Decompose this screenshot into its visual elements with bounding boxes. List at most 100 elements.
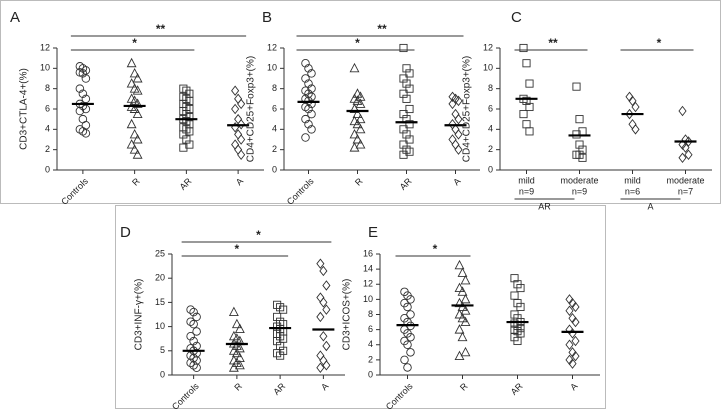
- point: [182, 125, 191, 134]
- y-tick-label: 2: [45, 144, 50, 154]
- point: [182, 135, 191, 144]
- point: [234, 113, 243, 125]
- x-tick-label: Controls: [59, 176, 90, 207]
- significance-label: **: [156, 22, 166, 36]
- point: [575, 115, 584, 124]
- y-tick-label: 8: [368, 309, 373, 319]
- point: [571, 350, 580, 362]
- y-tick-label: 2: [272, 144, 277, 154]
- group-label: A: [647, 201, 653, 211]
- point: [279, 346, 288, 355]
- x-tick-label: AR: [398, 176, 414, 192]
- x-tick-label: Controls: [384, 381, 415, 409]
- point: [355, 98, 366, 108]
- point: [402, 145, 411, 154]
- point: [307, 125, 316, 134]
- y-tick-label: 0: [488, 164, 493, 174]
- y-tick-label: 6: [488, 103, 493, 113]
- point: [322, 360, 331, 371]
- point: [575, 150, 584, 159]
- point: [568, 358, 577, 369]
- point: [454, 259, 465, 270]
- point: [129, 67, 140, 78]
- x-tick-label: R: [130, 176, 142, 188]
- x-tick-label: moderate: [560, 175, 598, 185]
- point: [678, 105, 687, 117]
- y-tick-label: 10: [363, 294, 373, 304]
- point: [273, 337, 282, 346]
- point: [678, 152, 687, 164]
- point: [578, 153, 587, 162]
- point: [628, 95, 637, 107]
- point: [406, 295, 415, 304]
- point: [304, 64, 313, 73]
- x-tick-label: Controls: [170, 381, 201, 409]
- point: [182, 86, 191, 95]
- point: [631, 101, 640, 113]
- point: [349, 142, 360, 152]
- point: [279, 305, 288, 314]
- point: [234, 342, 245, 353]
- point: [454, 282, 465, 292]
- point: [301, 102, 310, 112]
- point: [307, 109, 316, 119]
- point: [460, 316, 471, 327]
- significance-label: *: [235, 242, 240, 256]
- point: [78, 127, 88, 136]
- point: [399, 110, 408, 119]
- panel-label: E: [368, 224, 378, 241]
- point: [355, 139, 366, 149]
- point: [460, 305, 471, 315]
- point: [231, 103, 240, 115]
- point: [516, 324, 525, 333]
- point: [276, 341, 285, 351]
- point: [237, 134, 246, 145]
- x-tick-label: AR: [178, 176, 194, 192]
- point: [189, 361, 198, 370]
- point: [352, 108, 363, 119]
- point: [126, 118, 137, 129]
- point: [578, 145, 587, 154]
- point: [678, 139, 687, 150]
- point: [322, 280, 331, 291]
- point: [525, 127, 534, 136]
- y-tick-label: 0: [368, 369, 373, 379]
- point: [322, 304, 331, 315]
- point: [234, 323, 245, 333]
- point: [75, 84, 85, 93]
- x-tick-label: A: [451, 176, 462, 187]
- point: [81, 66, 91, 75]
- point: [81, 129, 91, 138]
- point: [565, 339, 574, 350]
- point: [126, 57, 137, 68]
- point: [522, 120, 531, 129]
- point: [304, 89, 313, 98]
- point: [403, 340, 412, 350]
- point: [516, 302, 525, 311]
- x-tick-label: A: [568, 381, 579, 392]
- point: [186, 332, 195, 341]
- point: [81, 104, 91, 114]
- point: [684, 136, 693, 147]
- y-axis-label: CD3+CTLA-4+(%): [19, 68, 30, 150]
- point: [525, 79, 534, 88]
- point: [301, 133, 310, 142]
- point: [403, 302, 412, 312]
- point: [457, 286, 468, 296]
- point: [276, 303, 285, 312]
- y-tick-label: 2: [368, 354, 373, 364]
- point: [132, 149, 143, 159]
- point: [522, 96, 531, 105]
- point: [319, 265, 328, 277]
- y-tick-label: 0: [272, 164, 277, 174]
- panel-label: B: [262, 9, 272, 26]
- point: [405, 135, 414, 144]
- point: [316, 292, 325, 303]
- y-tick-label: 8: [45, 83, 50, 93]
- point: [399, 125, 408, 134]
- point: [519, 43, 528, 53]
- point: [405, 147, 414, 156]
- y-tick-label: 12: [40, 42, 50, 52]
- point: [132, 73, 143, 83]
- point: [316, 350, 325, 361]
